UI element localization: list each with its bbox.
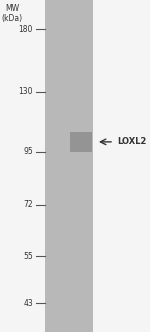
Text: LOXL2: LOXL2 — [117, 137, 146, 146]
Text: 130: 130 — [18, 87, 33, 96]
Text: 72: 72 — [23, 200, 33, 209]
Text: MW
(kDa): MW (kDa) — [2, 4, 22, 23]
Bar — [45, 0, 93, 332]
Text: 180: 180 — [19, 25, 33, 34]
Text: 43: 43 — [23, 299, 33, 308]
Bar — [70, 131, 92, 152]
Text: 55: 55 — [23, 252, 33, 261]
Text: 95: 95 — [23, 147, 33, 156]
